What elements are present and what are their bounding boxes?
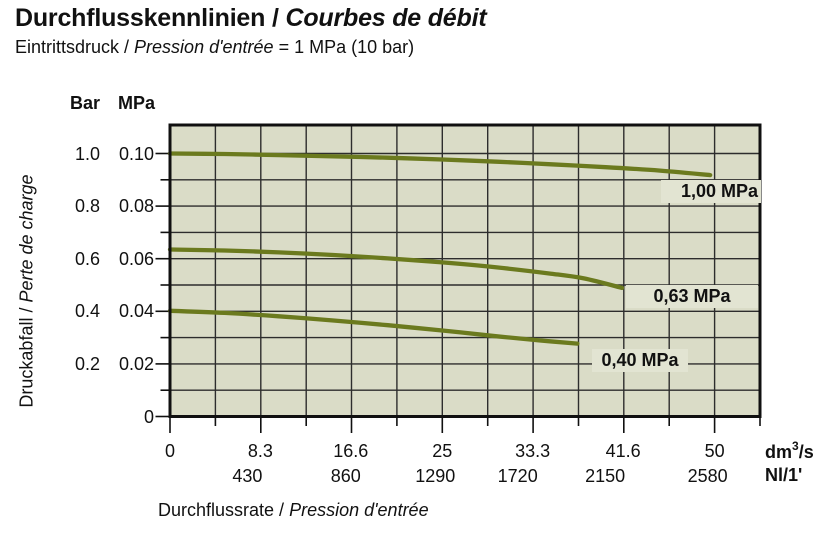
y-unit-header-mpa: MPa <box>117 93 155 113</box>
plot-background <box>170 125 760 417</box>
title-german: Durchflusskennlinien <box>15 4 266 32</box>
inlet-pressure-subtitle: Eintrittsdruck / Pression d'entrée = 1 MP… <box>15 37 414 58</box>
y-tick-label-bar: 1.0 <box>74 143 100 164</box>
x-unit-nl-min: Nl/1' <box>765 465 803 485</box>
y-tick-label-bar: 0.6 <box>74 248 100 269</box>
y-tick-label-bar: 0.8 <box>74 196 100 217</box>
curve-0-63-MPa <box>167 247 625 291</box>
plot-border <box>168 123 762 418</box>
subtitle-separator: / <box>119 37 135 57</box>
curve-1-00-MPa <box>167 151 713 178</box>
x-tick-label-dm3s: 8.3 <box>247 441 273 461</box>
y-tick-label-mpa: 0.10 <box>118 143 154 164</box>
x-tick-label-nl: 1290 <box>415 466 456 486</box>
curve-label-0.40-mpa: 0,40 MPa <box>592 349 688 372</box>
curve-label-1.00-mpa: 1,00 MPa <box>661 180 761 203</box>
x-tick-label-nl: 2150 <box>585 466 626 486</box>
subtitle-value: = 1 MPa (10 bar) <box>278 37 415 57</box>
subtitle-german: Eintrittsdruck <box>15 37 120 57</box>
y-tick-label-bar: 0.2 <box>74 353 100 374</box>
subtitle-french: Pression d'entrée <box>134 37 274 57</box>
x-tick-label-dm3s: 16.6 <box>333 441 369 461</box>
y-tick-label-mpa: 0 <box>143 406 154 427</box>
y-tick-label-bar: 0.4 <box>74 301 100 322</box>
curve-0-40-MPa <box>167 308 580 346</box>
y-tick-label-mpa: 0.08 <box>118 196 154 217</box>
title-french: Courbes de débit <box>285 4 487 32</box>
x-tick-label-nl: 430 <box>232 466 263 486</box>
x-tick-label-dm3s: 25 <box>432 441 453 461</box>
x-tick-label-dm3s: 50 <box>704 441 725 461</box>
x-tick-label-nl: 860 <box>330 466 361 486</box>
y-tick-label-mpa: 0.04 <box>118 301 154 322</box>
y-tick-label-mpa: 0.02 <box>118 353 154 374</box>
x-tick-label-dm3s: 33.3 <box>515 441 551 461</box>
x-tick-label-dm3s: 41.6 <box>605 441 641 461</box>
x-tick-label-nl: 1720 <box>497 466 538 486</box>
page-title: Durchflusskennlinien / Courbes de débit <box>15 4 487 33</box>
x-axis-label-german: Durchflussrate <box>158 500 275 520</box>
x-tick-label-nl: 2580 <box>687 466 728 486</box>
x-unit-dm3s: dm3/s <box>765 439 814 462</box>
y-unit-header-bar: Bar <box>69 93 100 113</box>
x-axis-label-french: Pression d'entrée <box>289 500 429 520</box>
y-tick-label-mpa: 0.06 <box>118 248 154 269</box>
x-axis-label: Durchflussrate / Pression d'entrée <box>158 500 429 520</box>
x-tick-label-dm3s: 0 <box>164 441 175 461</box>
title-separator: / <box>265 4 286 32</box>
curve-label-0.63-mpa: 0,63 MPa <box>626 285 758 308</box>
